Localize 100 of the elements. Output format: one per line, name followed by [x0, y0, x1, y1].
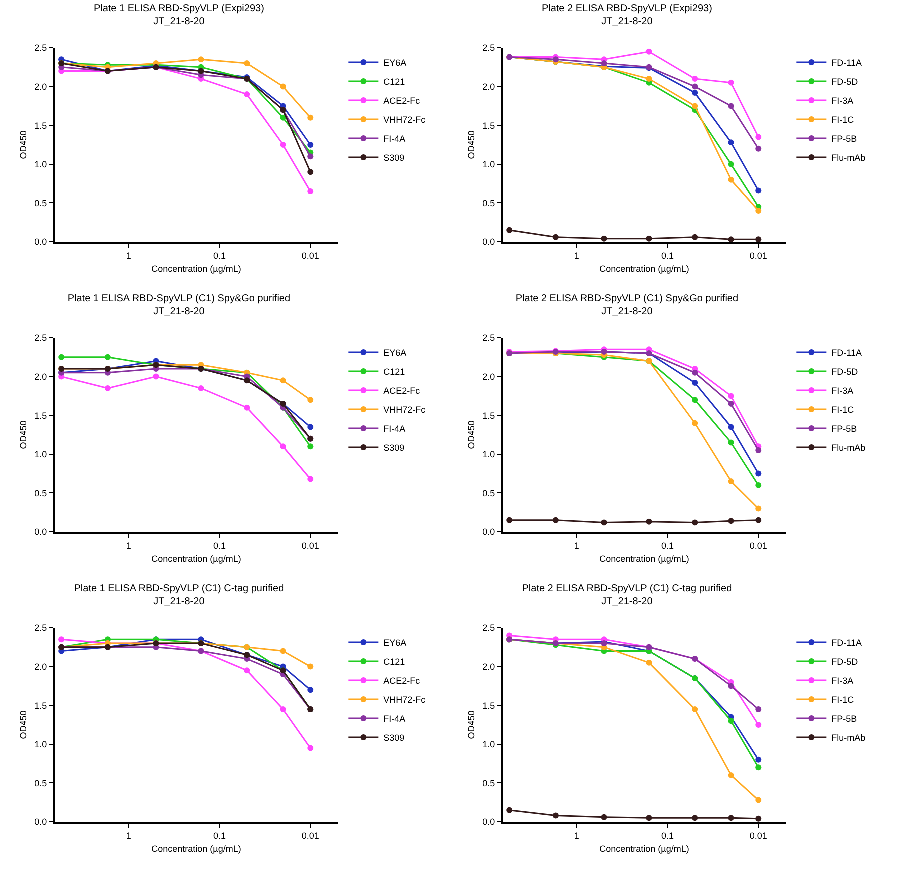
x-axis-title: Concentration (µg/mL)	[600, 264, 690, 274]
y-tick-label: 0.0	[34, 237, 48, 248]
y-tick-label: 2.0	[34, 82, 48, 92]
chart-title: Plate 2 ELISA RBD-SpyVLP (C1) C-tag purified	[522, 584, 732, 595]
y-tick-label: 0.0	[482, 237, 496, 248]
x-tick-label: 0.1	[214, 540, 226, 551]
legend-label: Flu-mAb	[832, 443, 866, 454]
y-tick-label: 0.5	[482, 198, 496, 208]
x-tick-label: 1	[126, 250, 132, 261]
x-tick-label: 0.01	[302, 540, 320, 551]
y-tick-label: 2.5	[34, 43, 48, 54]
legend-label: VHH72-Fc	[384, 405, 426, 416]
legend-label: C121	[384, 367, 406, 378]
legend-label: FI-3A	[832, 386, 854, 396]
legend-label: FD-5D	[832, 657, 859, 668]
legend-label: EY6A	[384, 638, 407, 648]
x-axis-title: Concentration (µg/mL)	[600, 844, 690, 854]
legend-label: FP-5B	[832, 424, 858, 434]
legend-label: FD-5D	[832, 77, 859, 88]
x-axis-title: Concentration (µg/mL)	[152, 554, 242, 564]
legend-label: FI-3A	[832, 96, 854, 106]
y-tick-label: 1.0	[34, 450, 48, 460]
y-tick-label: 2.5	[482, 333, 496, 344]
legend-label: FI-4A	[384, 424, 406, 434]
legend-label: FI-1C	[832, 115, 855, 126]
x-tick-label: 0.01	[750, 830, 768, 841]
legend-label: Flu-mAb	[832, 153, 866, 164]
y-tick-label: 2.5	[482, 43, 496, 54]
x-tick-label: 0.1	[214, 830, 226, 841]
legend-label: VHH72-Fc	[384, 695, 426, 706]
chart-subtitle: JT_21-8-20	[602, 306, 654, 318]
y-axis-title: OD450	[18, 130, 29, 160]
y-tick-label: 0.5	[34, 488, 48, 498]
legend-label: FD-5D	[832, 367, 859, 378]
y-tick-label: 1.0	[482, 740, 496, 750]
x-tick-label: 0.1	[214, 250, 226, 261]
chart-title: Plate 1 ELISA RBD-SpyVLP (C1) C-tag purified	[74, 584, 284, 595]
legend-label: FP-5B	[832, 714, 858, 724]
chart-subtitle: JT_21-8-20	[154, 16, 206, 28]
y-tick-label: 1.5	[34, 410, 48, 421]
legend-label: FI-3A	[832, 676, 854, 686]
chart-subtitle: JT_21-8-20	[602, 596, 654, 608]
x-axis-title: Concentration (µg/mL)	[152, 264, 242, 274]
legend-label: FI-4A	[384, 134, 406, 144]
y-tick-label: 1.5	[482, 120, 496, 131]
x-tick-label: 0.01	[750, 540, 768, 551]
legend-label: C121	[384, 77, 406, 88]
y-axis-title: OD450	[466, 710, 477, 740]
chart-title: Plate 1 ELISA RBD-SpyVLP (Expi293)	[94, 4, 264, 15]
y-tick-label: 0.0	[34, 817, 48, 828]
x-tick-label: 0.01	[302, 250, 320, 261]
x-tick-label: 1	[574, 830, 580, 841]
legend-label: FD-11A	[832, 58, 862, 68]
y-tick-label: 1.0	[34, 160, 48, 170]
legend-label: FD-11A	[832, 638, 862, 648]
y-tick-label: 2.0	[482, 372, 496, 382]
y-axis-title: OD450	[18, 710, 29, 740]
legend-label: Flu-mAb	[832, 733, 866, 744]
x-tick-label: 0.1	[662, 540, 674, 551]
x-tick-label: 1	[574, 250, 580, 261]
y-tick-label: 2.0	[482, 662, 496, 672]
x-tick-label: 0.1	[662, 250, 674, 261]
y-tick-label: 2.0	[34, 662, 48, 672]
y-tick-label: 0.5	[482, 488, 496, 498]
y-tick-label: 0.0	[482, 527, 496, 538]
y-tick-label: 1.0	[482, 450, 496, 460]
legend-label: S309	[384, 733, 405, 744]
y-axis-title: OD450	[466, 130, 477, 160]
legend-label: VHH72-Fc	[384, 115, 426, 126]
legend-label: EY6A	[384, 348, 407, 358]
y-tick-label: 0.5	[34, 198, 48, 208]
x-tick-label: 1	[126, 540, 132, 551]
x-tick-label: 1	[126, 830, 132, 841]
legend-label: ACE2-Fc	[384, 676, 421, 686]
x-tick-label: 0.01	[750, 250, 768, 261]
y-axis-title: OD450	[466, 420, 477, 450]
legend-label: FI-1C	[832, 405, 855, 416]
y-tick-label: 2.5	[34, 623, 48, 634]
legend-label: ACE2-Fc	[384, 96, 421, 106]
y-tick-label: 0.0	[482, 817, 496, 828]
y-tick-label: 2.0	[482, 82, 496, 92]
legend-label: FI-4A	[384, 714, 406, 724]
y-tick-label: 2.5	[34, 333, 48, 344]
legend-label: S309	[384, 153, 405, 164]
chart-subtitle: JT_21-8-20	[154, 596, 206, 608]
x-axis-title: Concentration (µg/mL)	[152, 844, 242, 854]
chart-title: Plate 2 ELISA RBD-SpyVLP (C1) Spy&Go purified	[516, 294, 739, 305]
y-tick-label: 1.0	[482, 160, 496, 170]
y-tick-label: 1.5	[482, 700, 496, 711]
legend-label: S309	[384, 443, 405, 454]
chart-title: Plate 1 ELISA RBD-SpyVLP (C1) Spy&Go purified	[68, 294, 291, 305]
x-axis-title: Concentration (µg/mL)	[600, 554, 690, 564]
chart-subtitle: JT_21-8-20	[602, 16, 654, 28]
legend-label: EY6A	[384, 58, 407, 68]
x-tick-label: 1	[574, 540, 580, 551]
legend-label: ACE2-Fc	[384, 386, 421, 396]
chart-title: Plate 2 ELISA RBD-SpyVLP (Expi293)	[542, 4, 712, 15]
x-tick-label: 0.01	[302, 830, 320, 841]
chart-subtitle: JT_21-8-20	[154, 306, 206, 318]
y-tick-label: 2.0	[34, 372, 48, 382]
